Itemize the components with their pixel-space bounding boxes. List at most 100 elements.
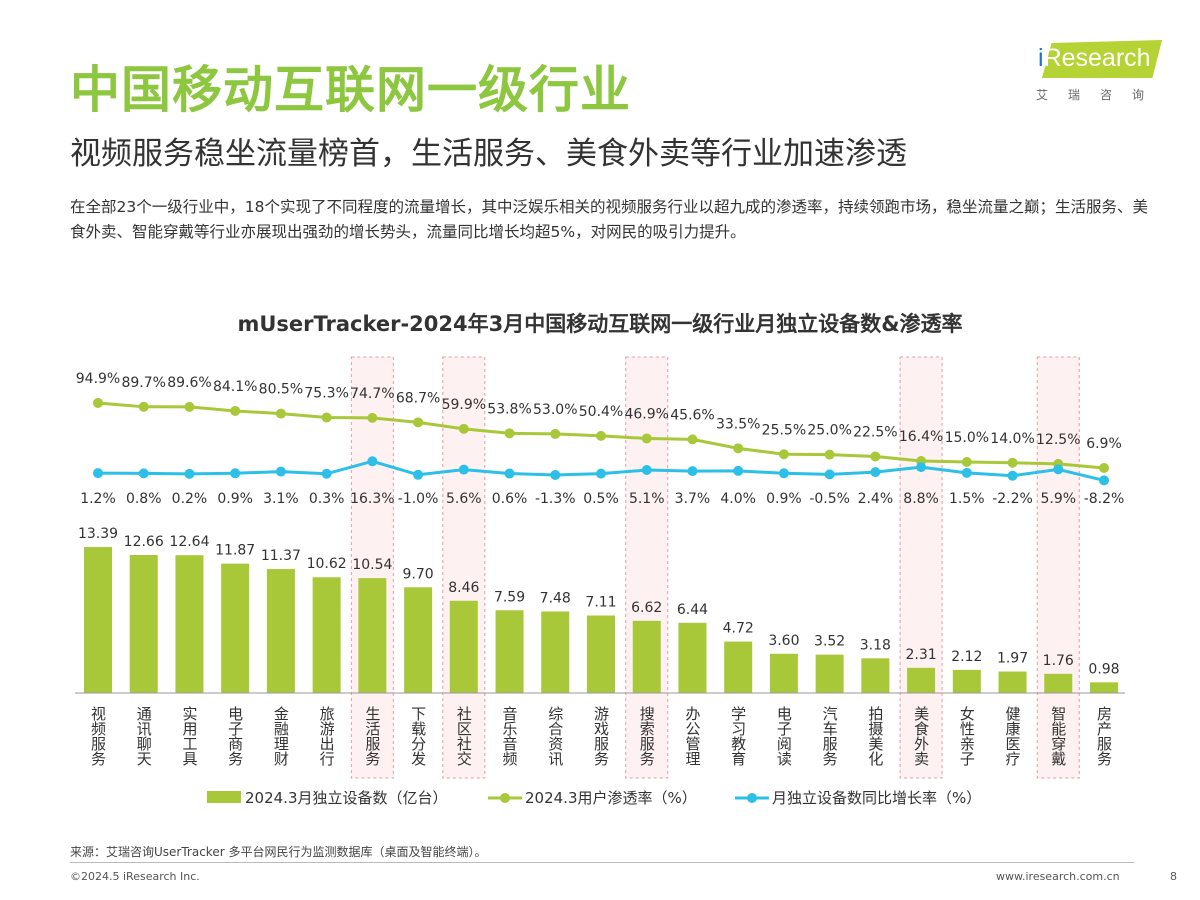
growth-point bbox=[550, 470, 561, 481]
penetration-point bbox=[275, 408, 286, 419]
legend-marker-penetration bbox=[500, 793, 510, 803]
category-label: 视频服务 bbox=[89, 706, 107, 766]
growth-point bbox=[321, 468, 332, 479]
penetration-point bbox=[687, 434, 698, 445]
bar-label: 13.39 bbox=[78, 526, 118, 542]
penetration-point bbox=[870, 451, 881, 462]
bar bbox=[404, 587, 433, 693]
category-label: 综合资讯 bbox=[546, 706, 565, 766]
growth-point bbox=[413, 469, 424, 480]
penetration-point bbox=[596, 430, 606, 441]
bar-label: 3.18 bbox=[860, 637, 891, 653]
growth-point bbox=[687, 466, 698, 477]
growth-label: -1.0% bbox=[398, 491, 439, 507]
penetration-point bbox=[138, 401, 149, 412]
website-link[interactable]: www.iresearch.com.cn bbox=[996, 870, 1120, 883]
bar-label: 10.54 bbox=[352, 557, 392, 573]
growth-label: 4.0% bbox=[720, 491, 756, 507]
bar-label: 4.72 bbox=[723, 621, 754, 637]
penetration-label: 25.5% bbox=[762, 422, 806, 438]
growth-point bbox=[596, 468, 606, 479]
bar bbox=[541, 611, 570, 693]
bar-label: 2.31 bbox=[906, 647, 937, 663]
growth-point bbox=[367, 456, 378, 467]
bar-label: 8.46 bbox=[448, 580, 479, 596]
bar bbox=[632, 620, 661, 693]
penetration-label: 12.5% bbox=[1036, 432, 1080, 448]
bar-label: 6.62 bbox=[631, 600, 662, 616]
growth-label: 16.3% bbox=[350, 491, 394, 507]
page-subtitle: 视频服务稳坐流量榜首，生活服务、美食外卖等行业加速渗透 bbox=[70, 136, 907, 172]
growth-label: -0.5% bbox=[809, 491, 850, 507]
bar bbox=[998, 671, 1027, 693]
growth-label: 0.2% bbox=[172, 491, 208, 507]
bar-label: 0.98 bbox=[1088, 661, 1119, 677]
bar-label: 6.44 bbox=[677, 602, 708, 618]
penetration-point bbox=[778, 449, 789, 460]
bar bbox=[587, 615, 615, 693]
category-label: 女性亲子 bbox=[957, 706, 976, 766]
penetration-label: 75.3% bbox=[304, 385, 348, 401]
bar bbox=[1044, 673, 1073, 693]
penetration-point bbox=[1099, 463, 1109, 473]
penetration-label: 50.4% bbox=[579, 404, 623, 420]
bar-label: 9.70 bbox=[403, 566, 434, 582]
growth-label: 2.4% bbox=[858, 491, 894, 507]
penetration-point bbox=[184, 401, 195, 412]
highlight-box bbox=[1036, 356, 1080, 779]
penetration-label: 22.5% bbox=[853, 424, 897, 440]
penetration-point bbox=[824, 449, 835, 460]
page-title: 中国移动互联网一级行业 bbox=[70, 61, 631, 119]
growth-label: 1.5% bbox=[949, 491, 985, 507]
penetration-label: 6.9% bbox=[1086, 436, 1122, 452]
growth-point bbox=[230, 468, 241, 479]
penetration-point bbox=[733, 443, 744, 454]
logo-brand: iResearch bbox=[1038, 44, 1151, 72]
penetration-label: 80.5% bbox=[259, 382, 303, 398]
growth-point bbox=[1007, 470, 1018, 481]
category-label: 办公管理 bbox=[683, 706, 702, 766]
chart-title: mUserTracker-2024年3月中国移动互联网一级行业月独立设备数&渗透… bbox=[237, 312, 963, 336]
bar-label: 7.11 bbox=[585, 595, 616, 611]
footer-divider bbox=[70, 862, 1134, 863]
category-label: 音乐音频 bbox=[500, 706, 519, 766]
growth-point bbox=[184, 468, 195, 479]
bar-label: 3.52 bbox=[814, 634, 845, 650]
highlighted-category-label: 美食外卖 bbox=[912, 706, 931, 766]
bar bbox=[815, 654, 844, 693]
penetration-point bbox=[93, 397, 103, 408]
growth-point bbox=[504, 468, 515, 479]
growth-label: 5.1% bbox=[629, 491, 665, 507]
growth-point bbox=[824, 469, 835, 480]
source-note: 来源：艾瑞咨询UserTracker 多平台网民行为监测数据库（桌面及智能终端）… bbox=[70, 845, 487, 859]
category-label: 电子商务 bbox=[226, 706, 245, 766]
penetration-point bbox=[458, 423, 469, 434]
penetration-label: 45.6% bbox=[670, 407, 714, 423]
bar bbox=[678, 622, 707, 693]
growth-label: 1.2% bbox=[80, 491, 116, 507]
penetration-label: 89.7% bbox=[121, 375, 165, 391]
iresearch-logo: iResearch 艾瑞咨询 bbox=[1030, 38, 1170, 108]
legend-label-growth: 月独立设备数同比增长率（%） bbox=[772, 789, 981, 807]
bar bbox=[495, 610, 524, 693]
bar-label: 7.48 bbox=[540, 590, 571, 606]
penetration-label: 53.8% bbox=[487, 401, 531, 417]
highlighted-category-label: 智能穿戴 bbox=[1049, 706, 1068, 766]
penetration-label: 94.9% bbox=[76, 371, 120, 387]
growth-label: 0.6% bbox=[492, 491, 528, 507]
bar bbox=[907, 667, 936, 693]
bar-label: 1.97 bbox=[997, 651, 1028, 667]
penetration-label: 89.6% bbox=[167, 375, 211, 391]
bar bbox=[1090, 682, 1118, 693]
category-label: 汽车服务 bbox=[820, 706, 839, 766]
growth-label: 0.9% bbox=[766, 491, 802, 507]
penetration-point bbox=[321, 412, 332, 423]
growth-label: -1.3% bbox=[535, 491, 576, 507]
growth-point bbox=[138, 468, 149, 479]
growth-point bbox=[1053, 464, 1064, 475]
bar bbox=[861, 658, 890, 693]
penetration-point bbox=[961, 457, 972, 468]
growth-point bbox=[93, 468, 103, 479]
category-label: 通讯聊天 bbox=[134, 706, 153, 766]
growth-label: 0.5% bbox=[583, 491, 619, 507]
